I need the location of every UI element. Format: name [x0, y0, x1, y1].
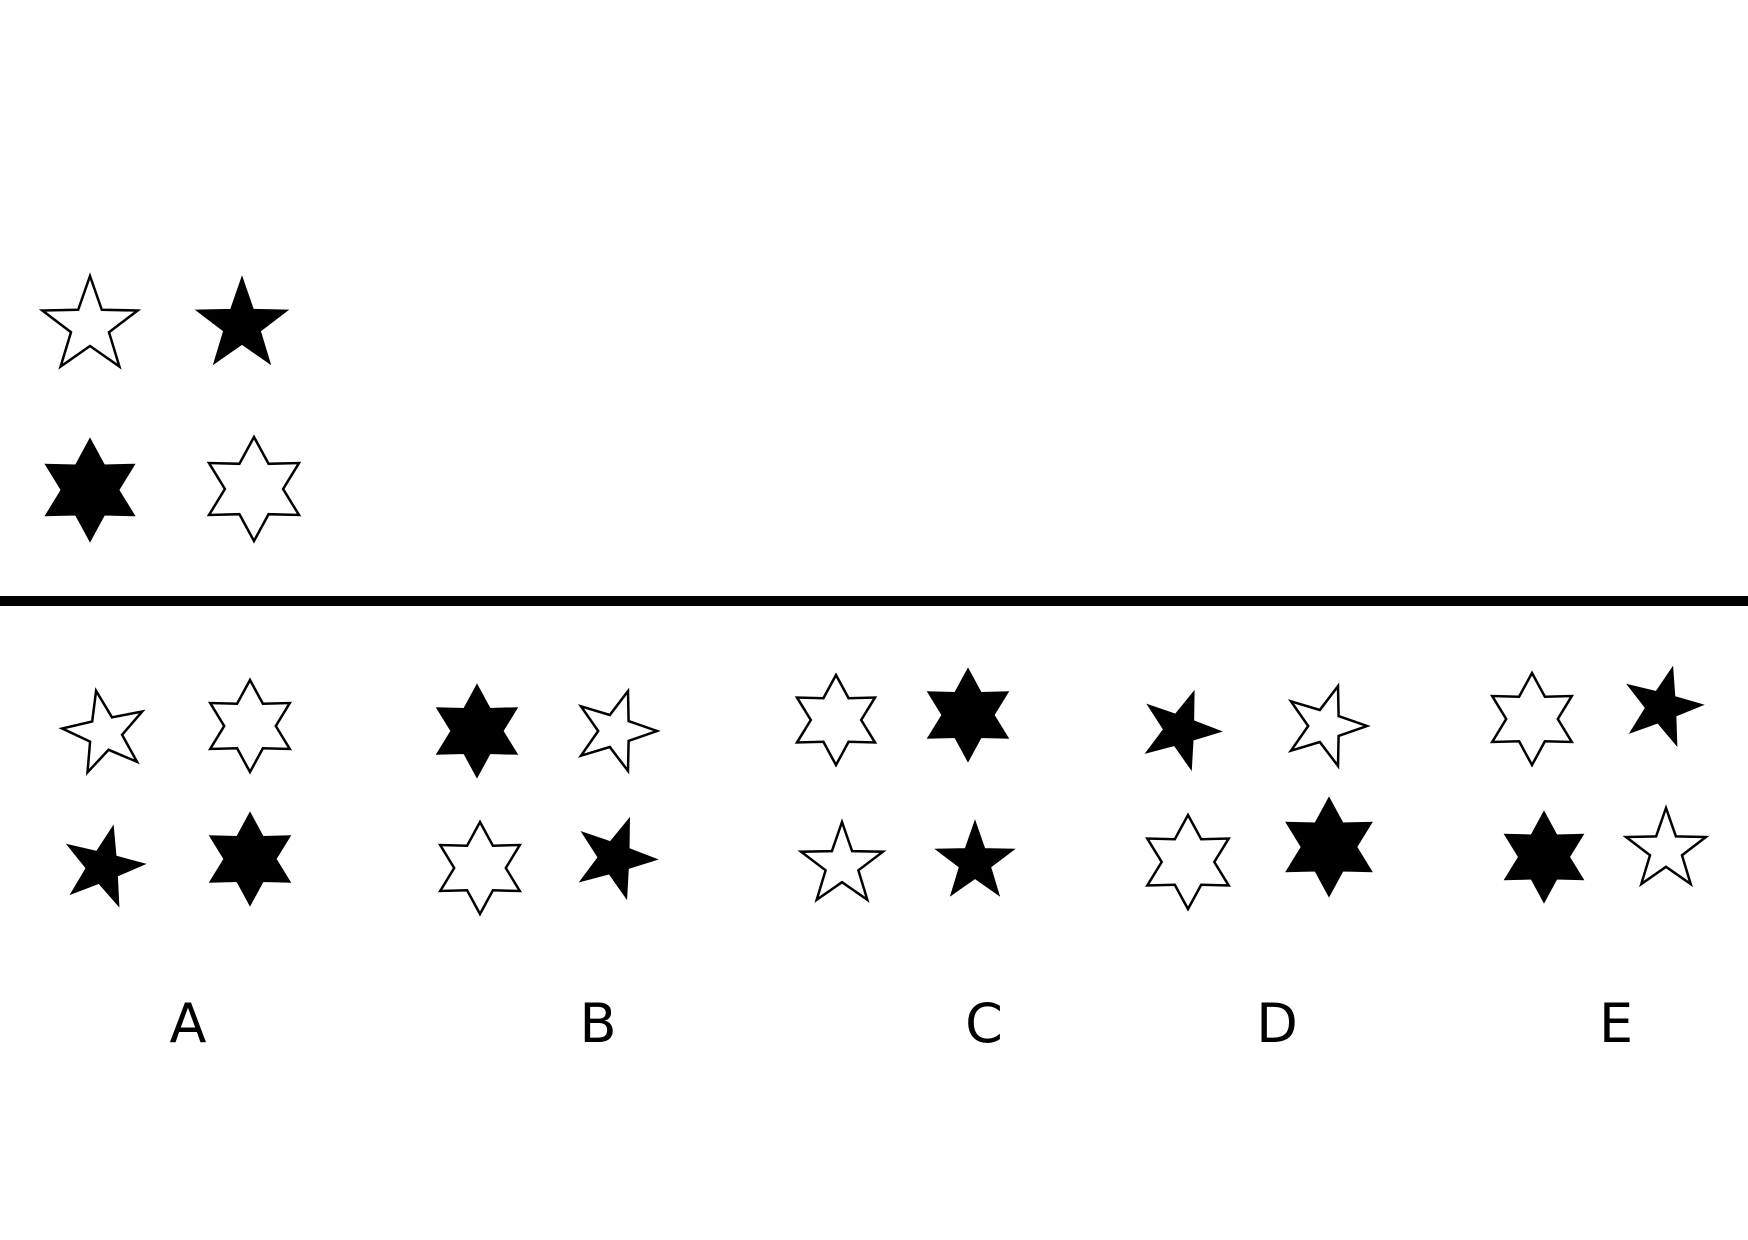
option-a-stars[interactable]: [58, 677, 293, 908]
option-e-stars[interactable]: [1489, 665, 1710, 904]
option-label-d[interactable]: D: [1256, 992, 1298, 1055]
option-c-stars[interactable]: [794, 667, 1016, 903]
option-label-c[interactable]: C: [965, 992, 1003, 1055]
option-c-star-1-6pt-white: [794, 672, 878, 768]
answer-options: [58, 665, 1710, 917]
option-d-star-2-5pt-white: [1287, 682, 1371, 770]
question-panel: [38, 272, 302, 544]
option-label-a[interactable]: A: [170, 992, 207, 1055]
option-e-star-1-6pt-white: [1489, 670, 1575, 768]
question-star-1-5pt-white: [38, 272, 142, 370]
option-e-star-4-5pt-white: [1622, 804, 1710, 888]
option-a-star-1-5pt-white: [58, 687, 146, 776]
option-label-e[interactable]: E: [1599, 992, 1633, 1055]
option-e-star-2-5pt-black: [1626, 665, 1705, 747]
option-b-star-1-6pt-black: [435, 683, 519, 779]
option-d-star-1-5pt-black: [1144, 689, 1223, 772]
option-a-star-3-5pt-black: [65, 824, 147, 908]
option-b-stars[interactable]: [435, 683, 661, 917]
option-c-star-4-5pt-black: [934, 819, 1016, 897]
option-d-stars[interactable]: [1144, 682, 1373, 912]
question-star-3-6pt-black: [44, 437, 136, 543]
option-a-star-2-6pt-white: [207, 677, 293, 775]
option-c-star-3-5pt-white: [797, 818, 887, 903]
option-c-star-2-6pt-black: [926, 667, 1010, 763]
question-star-4-6pt-white: [206, 434, 302, 544]
option-b-star-3-6pt-white: [437, 819, 523, 917]
question-star-2-5pt-black: [194, 275, 290, 366]
option-label-b[interactable]: B: [579, 992, 616, 1055]
option-d-star-3-6pt-white: [1145, 812, 1231, 912]
option-b-star-4-5pt-black: [578, 816, 659, 901]
option-a-star-4-6pt-black: [208, 811, 292, 907]
separator-line: [0, 596, 1748, 606]
option-e-star-3-6pt-black: [1503, 810, 1585, 904]
option-d-star-4-6pt-black: [1285, 796, 1373, 898]
option-b-star-2-5pt-white: [577, 687, 661, 775]
